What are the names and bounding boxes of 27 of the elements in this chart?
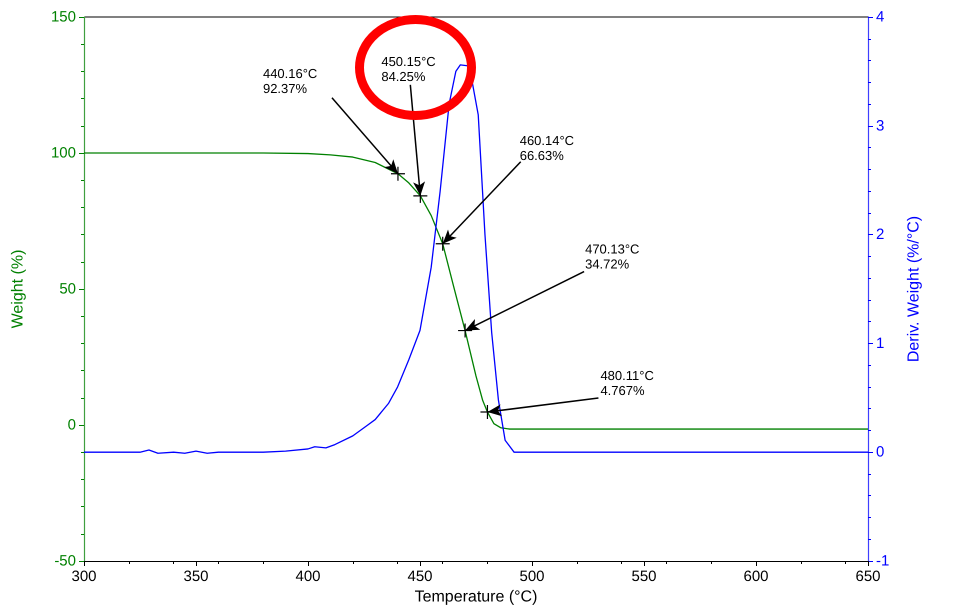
x-tick-label: 350 — [183, 568, 209, 585]
x-tick-label: 400 — [295, 568, 321, 585]
x-tick-label: 600 — [743, 568, 769, 585]
y2-tick-label: 0 — [876, 444, 884, 461]
annotation: 480.11°C 4.767% — [600, 368, 654, 398]
y2-tick-label: 4 — [876, 8, 884, 26]
y2-tick-label: -1 — [876, 552, 890, 570]
y-tick-label: 100 — [50, 144, 76, 162]
y2-tick-label: 1 — [876, 334, 884, 352]
annotation: 460.14°C 66.63% — [520, 132, 574, 163]
y-axis-title: Weight (%) — [10, 250, 26, 328]
y-tick-label: 50 — [59, 280, 76, 298]
x-tick-label: 650 — [855, 568, 881, 585]
y2-axis-title: Deriv. Weight (%/°C) — [906, 216, 922, 362]
x-tick-label: 300 — [71, 568, 97, 585]
y-tick-label: 150 — [50, 8, 76, 26]
y-tick-label: -50 — [54, 552, 76, 570]
annotation: 450.15°C 84.25% — [381, 54, 436, 84]
y-tick-label: 0 — [68, 416, 76, 434]
y2-tick-label: 3 — [876, 117, 884, 134]
x-tick-label: 550 — [631, 568, 657, 585]
x-tick-label: 450 — [407, 568, 433, 585]
y2-tick-label: 2 — [876, 226, 884, 244]
x-axis-title: Temperature (°C) — [414, 588, 538, 606]
annotation: 470.13°C 34.72% — [585, 242, 640, 272]
x-tick-label: 500 — [519, 568, 545, 585]
annotation: 440.16°C 92.37% — [262, 66, 318, 96]
